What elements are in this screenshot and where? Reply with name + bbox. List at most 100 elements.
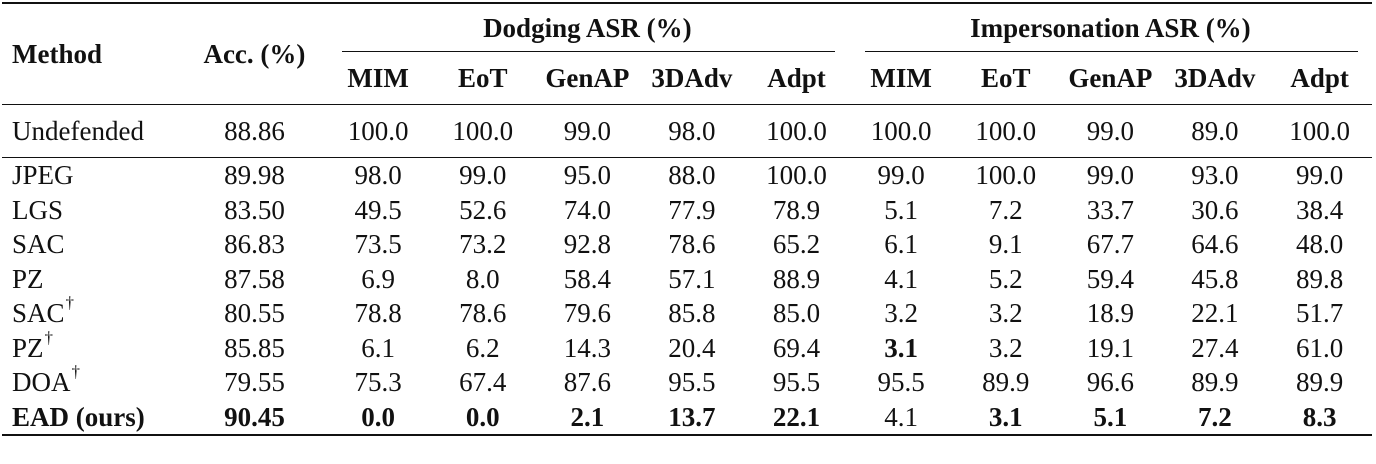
- method-name: PZ: [12, 263, 44, 294]
- method-cell: PZ: [2, 262, 183, 297]
- asr-cell: 88.9: [772, 263, 821, 294]
- method-cell: SAC: [2, 227, 183, 262]
- header-dodging-label: Dodging ASR (%): [483, 13, 692, 43]
- asr-cell: 0.0: [430, 399, 536, 436]
- subheader-mim-dodging: MIM: [347, 63, 409, 93]
- asr-cell: 38.4: [1295, 194, 1344, 225]
- asr-cell: 3.2: [988, 298, 1023, 329]
- asr-cell: 87.6: [563, 367, 611, 398]
- asr-cell: 99.0: [1267, 157, 1372, 193]
- table-row: EAD (ours) 90.45 0.0 0.0 2.1 13.7 22.1 4.1 3.1 5.…: [2, 399, 1372, 436]
- method-cell: DOA†: [2, 362, 183, 400]
- asr-cell: 2.1: [535, 399, 640, 436]
- asr-cell: 4.1: [848, 399, 954, 436]
- asr-cell: 98.0: [325, 157, 431, 193]
- asr-cell: 78.8: [354, 298, 402, 329]
- asr-cell: 100.0: [953, 157, 1059, 193]
- asr-cell: 5.1: [1058, 399, 1163, 436]
- table-body: Undefended 88.86 100.0 100.0 99.0 98.0 100.0 10…: [2, 104, 1372, 436]
- asr-cell: 98.0: [639, 104, 745, 158]
- subheader-row: MIM EoT GenAP 3DAdv Adpt MIM EoT GenAP 3DAdv Adpt: [2, 52, 1372, 105]
- asr-cell: 95.5: [668, 367, 716, 398]
- header-acc: Acc. (%): [183, 2, 326, 105]
- asr-cell: 78.6: [459, 298, 507, 329]
- asr-cell: 45.8: [1191, 263, 1239, 294]
- asr-cell: 85.0: [772, 298, 821, 329]
- table-row: PZ† 85.85 6.1 6.2 14.3 20.4 69.4 3.1 3.2 19.1 27.4…: [2, 328, 1372, 366]
- asr-cell: 77.9: [668, 194, 716, 225]
- asr-cell: 67.4: [459, 367, 507, 398]
- asr-cell: 100.0: [1267, 104, 1372, 158]
- acc-cell: 83.50: [224, 194, 285, 225]
- asr-cell: 59.4: [1086, 263, 1134, 294]
- acc-cell: 87.58: [224, 263, 285, 294]
- acc-cell: 80.55: [224, 298, 285, 329]
- asr-cell: 73.2: [459, 229, 507, 260]
- impersonation-underline: [864, 51, 1358, 52]
- asr-cell: 20.4: [668, 332, 716, 363]
- asr-cell: 6.9: [361, 263, 396, 294]
- asr-cell: 58.4: [563, 263, 611, 294]
- table-row: PZ 87.58 6.9 8.0 58.4 57.1 88.9 4.1 5.2 59.4 45.8 8…: [2, 262, 1372, 297]
- asr-cell: 99.0: [848, 157, 954, 193]
- asr-cell: 30.6: [1191, 194, 1239, 225]
- asr-cell: 89.9: [1295, 367, 1344, 398]
- header-method: Method: [2, 2, 184, 105]
- asr-cell: 48.0: [1295, 229, 1344, 260]
- asr-cell: 52.6: [459, 194, 507, 225]
- asr-cell: 13.7: [639, 399, 745, 436]
- asr-cell: 57.1: [668, 263, 716, 294]
- table-row: JPEG 89.98 98.0 99.0 95.0 88.0 100.0 99.0 100.0 9…: [2, 157, 1372, 193]
- asr-cell: 100.0: [744, 104, 849, 158]
- asr-cell: 73.5: [354, 229, 402, 260]
- asr-cell: 6.2: [465, 332, 500, 363]
- asr-cell: 0.0: [325, 399, 431, 436]
- asr-cell: 99.0: [1058, 104, 1163, 158]
- method-cell: Undefended: [2, 104, 184, 158]
- table-row: SAC† 80.55 78.8 78.6 79.6 85.8 85.0 3.2 3.2 18.9 2…: [2, 293, 1372, 331]
- asr-cell: 69.4: [772, 332, 821, 363]
- asr-cell: 89.9: [1191, 367, 1239, 398]
- asr-cell: 95.5: [877, 367, 925, 398]
- method-cell: EAD (ours): [2, 399, 184, 436]
- asr-cell: 27.4: [1191, 332, 1239, 363]
- asr-cell: 8.3: [1267, 399, 1372, 436]
- asr-cell: 89.9: [982, 367, 1030, 398]
- dodging-underline: [341, 51, 835, 52]
- method-cell: JPEG: [2, 157, 184, 193]
- acc-cell: 79.55: [224, 367, 285, 398]
- asr-cell: 61.0: [1295, 332, 1344, 363]
- method-name: DOA: [12, 367, 71, 398]
- asr-cell: 7.2: [1162, 399, 1268, 436]
- asr-cell: 3.1: [884, 332, 919, 363]
- asr-cell: 100.0: [325, 104, 431, 158]
- asr-cell: 5.2: [988, 263, 1023, 294]
- asr-cell: 96.6: [1086, 367, 1134, 398]
- asr-cell: 8.0: [465, 263, 500, 294]
- asr-cell: 4.1: [884, 263, 919, 294]
- subheader-genap-dodging: GenAP: [545, 63, 630, 93]
- asr-cell: 78.6: [668, 229, 716, 260]
- asr-cell: 22.1: [1191, 298, 1239, 329]
- asr-cell: 67.7: [1086, 229, 1134, 260]
- asr-cell: 65.2: [772, 229, 821, 260]
- header-impersonation-group: Impersonation ASR (%): [848, 2, 1372, 52]
- asr-cell: 5.1: [884, 194, 919, 225]
- method-cell: LGS: [2, 193, 183, 228]
- asr-cell: 92.8: [563, 229, 611, 260]
- method-name: Undefended: [12, 116, 144, 146]
- acc-cell: 89.98: [183, 157, 326, 193]
- asr-cell: 51.7: [1295, 298, 1344, 329]
- method-cell: SAC†: [2, 293, 183, 331]
- asr-cell: 79.6: [563, 298, 611, 329]
- dagger-mark: †: [65, 293, 75, 313]
- asr-cell: 93.0: [1162, 157, 1268, 193]
- subheader-eot-impersonation: EoT: [980, 63, 1031, 93]
- asr-cell: 64.6: [1191, 229, 1239, 260]
- asr-cell: 89.0: [1162, 104, 1268, 158]
- asr-cell: 99.0: [430, 157, 536, 193]
- asr-cell: 7.2: [988, 194, 1023, 225]
- asr-cell: 49.5: [354, 194, 402, 225]
- dagger-mark: †: [71, 362, 81, 382]
